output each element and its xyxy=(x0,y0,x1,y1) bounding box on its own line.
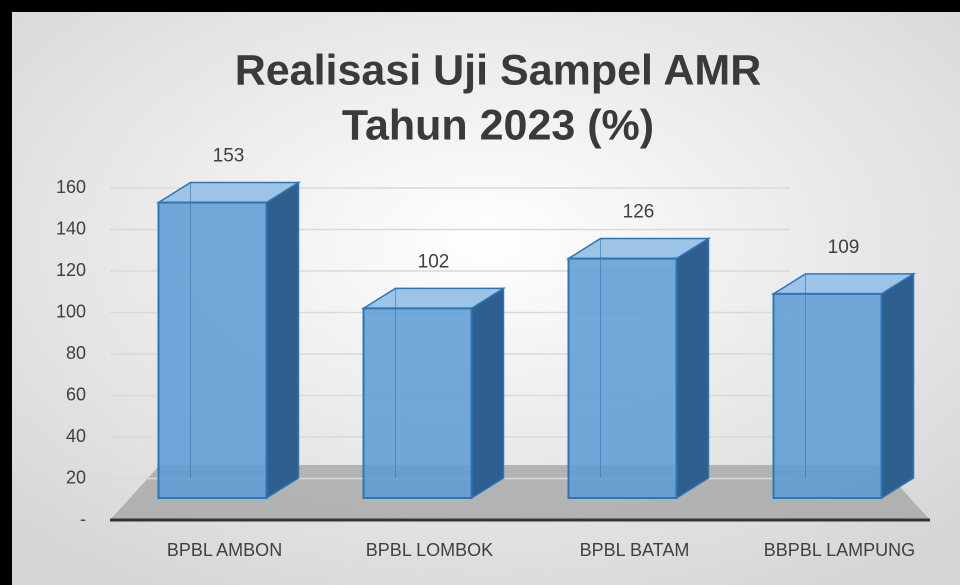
chart-title: Tahun 2023 (%) xyxy=(342,101,654,149)
bar-face xyxy=(265,181,300,500)
x-tick-label: BBPBL LAMPUNG xyxy=(764,540,915,560)
y-tick-label: 120 xyxy=(56,260,86,280)
data-label: 153 xyxy=(213,146,245,167)
x-tick-label: BPBL LOMBOK xyxy=(366,540,493,560)
y-tick-label: 40 xyxy=(66,426,86,446)
bar xyxy=(360,286,507,500)
bar-face xyxy=(567,257,678,499)
bar-face xyxy=(675,237,710,500)
bar xyxy=(155,181,302,500)
y-tick-label: 80 xyxy=(66,343,86,363)
bar-face xyxy=(880,272,915,500)
data-label: 126 xyxy=(623,202,655,223)
x-tick-label: BPBL BATAM xyxy=(580,540,690,560)
bar xyxy=(565,237,712,500)
y-tick-label: 160 xyxy=(56,177,86,197)
bar-face xyxy=(157,201,268,499)
y-tick-label: 140 xyxy=(56,218,86,238)
bar-face xyxy=(772,292,883,500)
y-tick-label: - xyxy=(80,509,86,529)
bar-face xyxy=(470,286,505,500)
data-label: 109 xyxy=(828,237,860,258)
x-tick-label: BPBL AMBON xyxy=(167,540,282,560)
bar-face xyxy=(362,307,473,499)
chart-title: Realisasi Uji Sampel AMR xyxy=(235,46,762,94)
data-label: 102 xyxy=(418,251,450,272)
bar xyxy=(770,272,917,500)
y-tick-label: 20 xyxy=(66,467,86,487)
y-tick-label: 100 xyxy=(56,301,86,321)
y-tick-label: 60 xyxy=(66,384,86,404)
